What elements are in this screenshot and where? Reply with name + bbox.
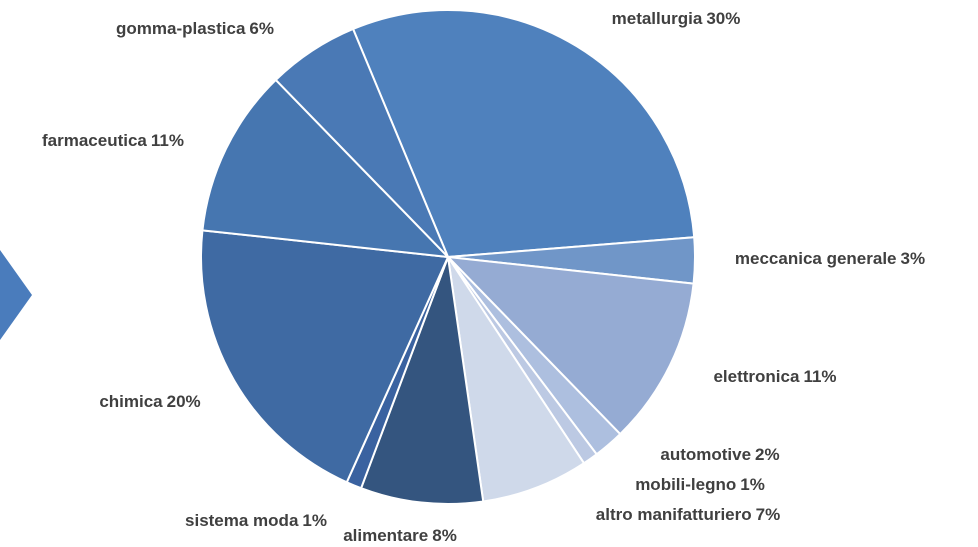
category-label: altro manifatturiero <box>596 505 752 524</box>
data-label: sistema moda 1% <box>185 511 327 530</box>
decoration-arrow <box>0 250 32 340</box>
data-label: alimentare 8% <box>343 526 457 545</box>
category-label: elettronica <box>713 367 800 386</box>
category-label: sistema moda <box>185 511 299 530</box>
value-label: 1% <box>740 475 765 494</box>
data-label: gomma-plastica 6% <box>116 19 274 38</box>
value-label: 7% <box>756 505 781 524</box>
category-label: meccanica generale <box>735 249 897 268</box>
pie-slice <box>200 229 450 484</box>
category-label: chimica <box>99 392 163 411</box>
category-label: alimentare <box>343 526 428 545</box>
value-label: 2% <box>755 445 780 464</box>
data-label: elettronica 11% <box>713 367 836 386</box>
data-label: altro manifatturiero 7% <box>596 505 780 524</box>
value-label: 6% <box>249 19 274 38</box>
pie-slice <box>359 256 485 505</box>
data-label: farmaceutica 11% <box>42 131 184 150</box>
value-label: 11% <box>803 367 836 386</box>
category-label: metallurgia <box>612 9 703 28</box>
pie-slice <box>447 256 586 503</box>
pie-slice <box>274 27 449 258</box>
category-label: gomma-plastica <box>116 19 246 38</box>
data-label: meccanica generale 3% <box>735 249 925 268</box>
category-label: farmaceutica <box>42 131 147 150</box>
value-label: 11% <box>151 131 184 150</box>
data-label: mobili-legno 1% <box>635 475 765 494</box>
pie-slice <box>351 9 696 259</box>
category-label: automotive <box>660 445 751 464</box>
value-label: 30% <box>706 9 740 28</box>
value-label: 8% <box>432 526 457 545</box>
data-label: metallurgia 30% <box>612 9 741 28</box>
data-label: automotive 2% <box>660 445 779 464</box>
pie-slice <box>445 255 695 436</box>
data-label: chimica 20% <box>99 392 200 411</box>
value-label: 1% <box>302 511 327 530</box>
value-label: 20% <box>167 392 201 411</box>
pie-slice <box>201 78 451 259</box>
value-label: 3% <box>901 249 926 268</box>
category-label: mobili-legno <box>635 475 736 494</box>
